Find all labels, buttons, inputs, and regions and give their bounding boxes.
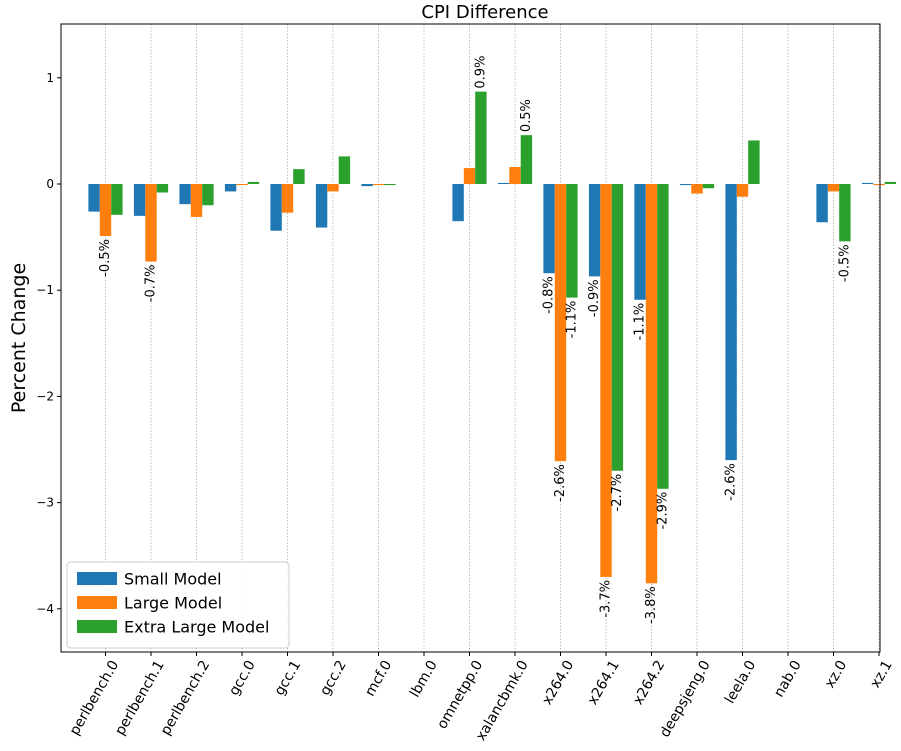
- bar: [884, 181, 897, 184]
- data-label: -0.9%: [587, 279, 602, 317]
- bar: [736, 184, 749, 197]
- data-label: -2.9%: [655, 492, 670, 530]
- bar: [156, 184, 169, 193]
- bar: [384, 184, 396, 186]
- y-tick-label: −1: [36, 283, 54, 297]
- legend-entry: Small Model: [124, 570, 222, 589]
- bar: [873, 184, 885, 186]
- x-tick-label: gcc.0: [226, 658, 259, 699]
- legend: Small Model Large Model Extra Large Model: [66, 561, 290, 649]
- bar: [611, 184, 624, 471]
- y-axis-label: Percent Change: [8, 263, 30, 413]
- bar: [543, 184, 555, 274]
- data-label: -0.8%: [542, 276, 557, 314]
- bar: [133, 184, 146, 216]
- bar: [452, 184, 464, 222]
- x-tick-label: gcc.2: [317, 658, 350, 699]
- chart-title: CPI Difference: [421, 2, 548, 23]
- bar: [145, 184, 157, 262]
- data-label: -2.6%: [553, 464, 568, 502]
- bar: [224, 184, 237, 192]
- legend-box: [66, 561, 290, 649]
- bar: [338, 156, 351, 184]
- legend-swatch: [77, 596, 117, 609]
- x-tick-label: x264.0: [539, 658, 577, 708]
- bar: [372, 184, 385, 186]
- x-tick-label: xz.1: [867, 658, 895, 691]
- grid-lines: [105, 24, 880, 652]
- bar: [190, 184, 203, 217]
- bar: [645, 184, 658, 584]
- bar: [99, 184, 112, 237]
- data-label: -2.7%: [610, 474, 625, 512]
- y-tick-label: −3: [36, 496, 54, 510]
- data-label: 0.5%: [519, 99, 534, 132]
- bar: [202, 184, 214, 206]
- bar: [236, 184, 248, 186]
- bar: [748, 140, 760, 184]
- bar: [179, 184, 191, 205]
- bar: [702, 184, 715, 189]
- bar: [657, 184, 669, 489]
- y-tick-label: 1: [46, 71, 54, 85]
- bar: [634, 184, 646, 300]
- bar: [861, 182, 874, 184]
- bar: [827, 184, 840, 192]
- bar: [293, 169, 305, 184]
- y-tick-label: 0: [46, 177, 54, 191]
- x-tick-label: gcc.1: [272, 658, 305, 699]
- x-tick-label: nab.0: [771, 658, 805, 700]
- data-label: -1.1%: [633, 303, 648, 341]
- bar: [691, 184, 703, 194]
- bar: [315, 184, 328, 228]
- bar: [475, 91, 487, 184]
- x-tick-label: omnetpp.0: [434, 658, 486, 732]
- bar: [600, 184, 612, 577]
- x-tick-label: perlbench.2: [158, 658, 214, 738]
- data-label: -0.5%: [98, 239, 113, 277]
- x-tick-label: mcf.0: [362, 658, 395, 699]
- data-label: -0.7%: [144, 265, 159, 303]
- bar: [327, 184, 339, 192]
- bar: [111, 184, 123, 215]
- bar: [509, 167, 521, 184]
- data-label: -3.8%: [644, 586, 659, 624]
- bar: [520, 135, 533, 184]
- x-tick-label: x264.1: [585, 658, 623, 708]
- legend-swatch: [77, 572, 117, 585]
- plot-frame: [60, 23, 881, 653]
- data-label: 0.9%: [473, 56, 488, 89]
- y-tick-label: −4: [36, 602, 54, 616]
- bar: [463, 168, 476, 184]
- bar: [839, 184, 851, 242]
- bar: [281, 184, 294, 213]
- bar: [679, 184, 692, 186]
- bar: [566, 184, 578, 298]
- data-label: -2.6%: [724, 463, 739, 501]
- x-tick-label: x264.2: [630, 658, 668, 708]
- data-label: -3.7%: [599, 580, 614, 618]
- bar: [725, 184, 737, 461]
- bar: [361, 184, 373, 187]
- data-label: -0.5%: [837, 244, 852, 282]
- data-labels: -0.8% -0.9% -1.1% -2.6% -0.5% -0.7% -2.6% -3.7%…: [98, 56, 852, 624]
- data-label: -1.1%: [564, 301, 579, 339]
- bar: [554, 184, 567, 462]
- legend-swatch: [77, 620, 117, 633]
- x-tick-label: lbm.0: [407, 658, 441, 700]
- bar: [816, 184, 828, 223]
- legend-entry: Extra Large Model: [124, 618, 269, 637]
- bar: [270, 184, 282, 231]
- x-tick-label: leela.0: [722, 658, 759, 707]
- bar: [497, 182, 510, 184]
- bar: [588, 184, 601, 277]
- bar: [88, 184, 100, 212]
- bar: [247, 181, 260, 184]
- legend-entry: Large Model: [124, 594, 222, 613]
- bars: [88, 91, 897, 584]
- x-tick-label: xz.0: [822, 658, 850, 691]
- y-tick-label: −2: [36, 389, 54, 403]
